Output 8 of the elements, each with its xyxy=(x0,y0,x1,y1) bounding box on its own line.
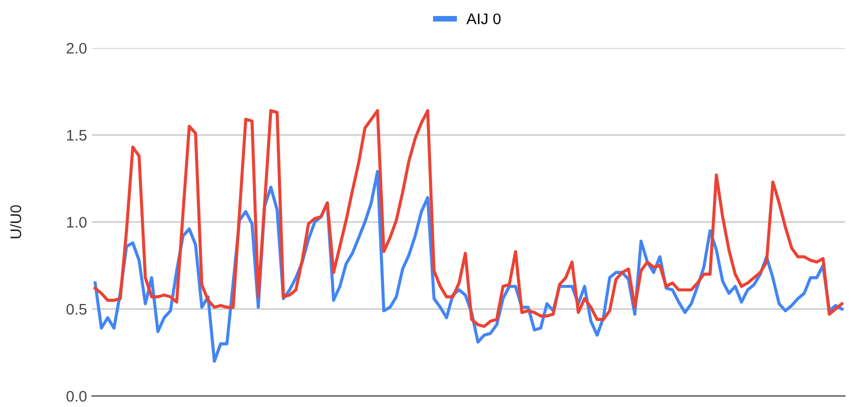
y-tick-label: 2.0 xyxy=(66,42,87,54)
y-tick-label: 0.5 xyxy=(66,304,86,315)
y-tick-label: 1.0 xyxy=(67,216,87,228)
legend-label: AIJ 0 xyxy=(466,13,501,24)
line-series xyxy=(94,109,844,328)
y-axis-title: U/U0 xyxy=(10,205,22,238)
y-tick-label: 1.5 xyxy=(67,130,86,141)
y-tick-label: 0.0 xyxy=(66,390,87,402)
